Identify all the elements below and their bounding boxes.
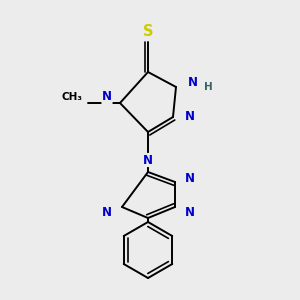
Text: N: N xyxy=(185,206,195,218)
Text: N: N xyxy=(188,76,198,88)
Text: CH₃: CH₃ xyxy=(61,92,82,102)
Text: N: N xyxy=(102,91,112,103)
Text: S: S xyxy=(143,25,153,40)
Text: N: N xyxy=(102,206,112,218)
Text: H: H xyxy=(204,82,212,92)
Text: N: N xyxy=(185,110,195,124)
Text: N: N xyxy=(185,172,195,184)
Text: N: N xyxy=(143,154,153,166)
